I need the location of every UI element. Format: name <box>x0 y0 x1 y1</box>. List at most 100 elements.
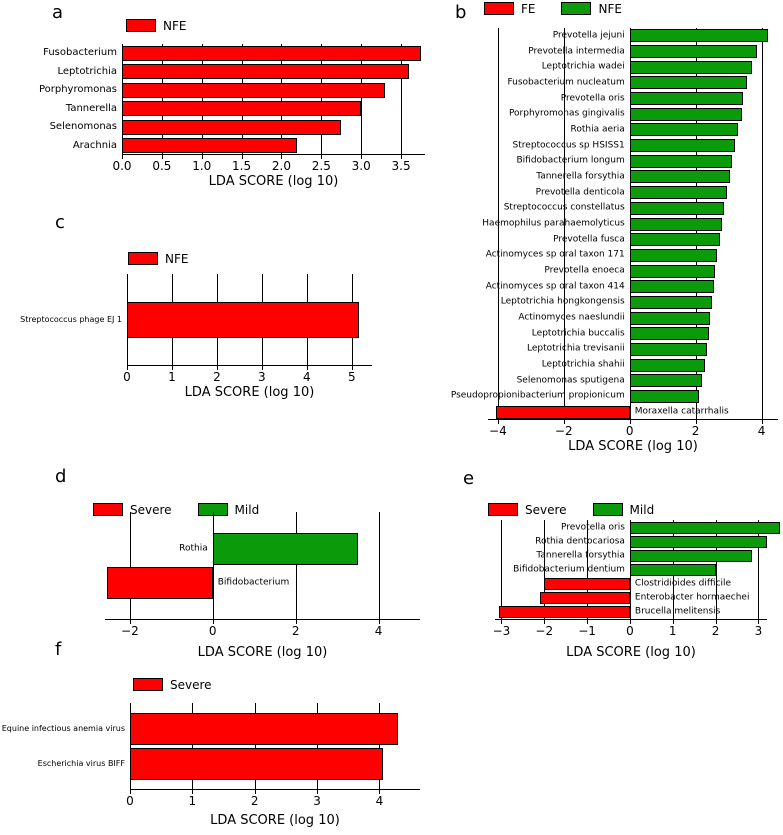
bar-d-1 <box>107 567 213 599</box>
bar-b-1 <box>629 45 757 59</box>
tick-label: 0.5 <box>152 159 172 173</box>
gridline <box>130 703 131 790</box>
bar-label: Prevotella fusca <box>553 234 625 245</box>
tick-label: 2 <box>250 794 259 808</box>
legend: NFE <box>128 252 188 265</box>
legend: NFE <box>126 19 186 32</box>
bar-b-6 <box>629 123 739 137</box>
tick-label: −1 <box>578 624 596 638</box>
plot-area-d: −2 0 2 4 Rothia Bifidobacterium LDA SCORE (log… <box>105 512 420 659</box>
tick-label: 3.5 <box>391 159 411 173</box>
bar-b-24 <box>496 405 630 419</box>
tick-label: 0 <box>126 794 134 808</box>
tick-mark <box>629 420 631 424</box>
bar-label: Streptococcus phage EJ 1 <box>20 315 122 324</box>
bar-label: Streptococcus sp HSISS1 <box>512 140 625 151</box>
legend-label: NFE <box>165 251 189 266</box>
tick-label: 1 <box>168 370 176 384</box>
tick-mark <box>672 620 674 624</box>
gridline <box>281 44 283 155</box>
gridline <box>361 44 363 155</box>
bar-label: Tannerella forsythia <box>536 550 625 561</box>
legend-label: Mild <box>234 502 260 517</box>
tick-mark <box>261 366 263 370</box>
bar-label: Rothia dentocariosa <box>535 536 625 547</box>
bar-a-2 <box>122 82 386 98</box>
gridline <box>379 703 381 790</box>
plot-area-b: −4 −2 0 2 4 Prevotella jejuni Prevotella inter… <box>451 28 778 453</box>
tick-mark <box>563 420 565 424</box>
tick-label: 0 <box>123 370 131 384</box>
tick-mark <box>758 620 760 624</box>
legend-label: NFE <box>163 18 187 33</box>
bar-label: Prevotella oris <box>560 522 625 533</box>
bar-label: Leptotrichia hongkongensis <box>500 296 625 307</box>
tick-mark <box>306 366 308 370</box>
bar-label: Equine infectious anemia virus <box>1 724 125 733</box>
bar-e-6 <box>499 606 630 618</box>
legend-label: Severe <box>130 502 172 517</box>
tick-label: 2 <box>291 624 300 638</box>
tick-mark <box>501 620 503 624</box>
gridline <box>378 512 380 620</box>
bar-c-0 <box>127 302 359 338</box>
bar-label: Porphyromonas gingivalis <box>508 108 625 119</box>
tick-mark <box>201 155 203 159</box>
gridline <box>129 512 131 620</box>
bar-b-9 <box>629 170 731 184</box>
tick-mark <box>761 420 763 424</box>
bar-label: Selenomonas sputigena <box>516 375 625 386</box>
tick-label: 3.0 <box>351 159 371 173</box>
bar-a-5 <box>122 138 298 154</box>
bar-label: Actinomyces naeslundii <box>518 312 625 323</box>
bar-label: Rothia <box>179 543 208 554</box>
bar-label: Leptotrichia trevisanii <box>527 343 625 354</box>
tick-mark <box>161 155 163 159</box>
bar-label: Actinomyces sp oral taxon 414 <box>485 281 625 292</box>
bar-b-10 <box>629 186 727 200</box>
tick-mark <box>544 620 546 624</box>
bar-label: Prevotella jejuni <box>552 30 625 41</box>
tick-label: 1.0 <box>192 159 212 173</box>
bar-label: Porphyromonas <box>38 84 117 96</box>
tick-mark <box>587 620 589 624</box>
legend-swatch-icon <box>561 2 592 15</box>
legend: Severe Mild <box>488 503 654 516</box>
tick-label: 0 <box>626 624 634 638</box>
bar-e-1 <box>629 536 767 548</box>
bar-label: Prevotella oris <box>560 93 625 104</box>
bar-b-13 <box>629 233 721 247</box>
tick-mark <box>715 620 717 624</box>
gridline <box>192 703 194 790</box>
bar-b-5 <box>629 107 742 121</box>
tick-label: 2 <box>691 424 700 438</box>
legend-swatch-icon <box>133 678 163 691</box>
legend-item: NFE <box>126 19 186 32</box>
tick-mark <box>378 620 380 624</box>
bar-b-18 <box>629 311 711 325</box>
tick-mark <box>216 366 218 370</box>
legend-swatch-icon <box>592 503 623 516</box>
tick-mark <box>254 790 256 794</box>
tick-label: 2 <box>711 624 720 638</box>
bar-b-20 <box>629 342 708 356</box>
bar-b-21 <box>629 358 706 372</box>
legend-swatch-icon <box>197 503 228 516</box>
tick-label: 2.0 <box>271 159 292 173</box>
plot-area-a: 0.0 0.5 1.0 1.5 2.0 2.5 3.0 3.5 Fusobacterium Lep… <box>39 44 425 188</box>
bar-label: Brucella melitensis <box>634 606 721 617</box>
bar-e-0 <box>629 522 780 534</box>
bar-label: Tannerella forsythia <box>536 171 625 182</box>
tick-mark <box>379 790 381 794</box>
bar-label: Fusobacterium nucleatum <box>507 77 625 88</box>
panel-letter-d: d <box>55 466 67 487</box>
bar-label: Clostridioides difficile <box>634 578 732 589</box>
plot-area-e: −3 −2 −1 0 1 2 3 Prevotella oris Rothia dentocar… <box>493 520 780 659</box>
tick-label: 0 <box>208 624 217 638</box>
axis-baseline <box>495 619 767 620</box>
bar-label: Bifidobacterium <box>217 577 290 588</box>
tick-mark <box>130 790 131 794</box>
gridline <box>161 44 163 155</box>
bar-label: Prevotella enoeca <box>544 265 625 276</box>
